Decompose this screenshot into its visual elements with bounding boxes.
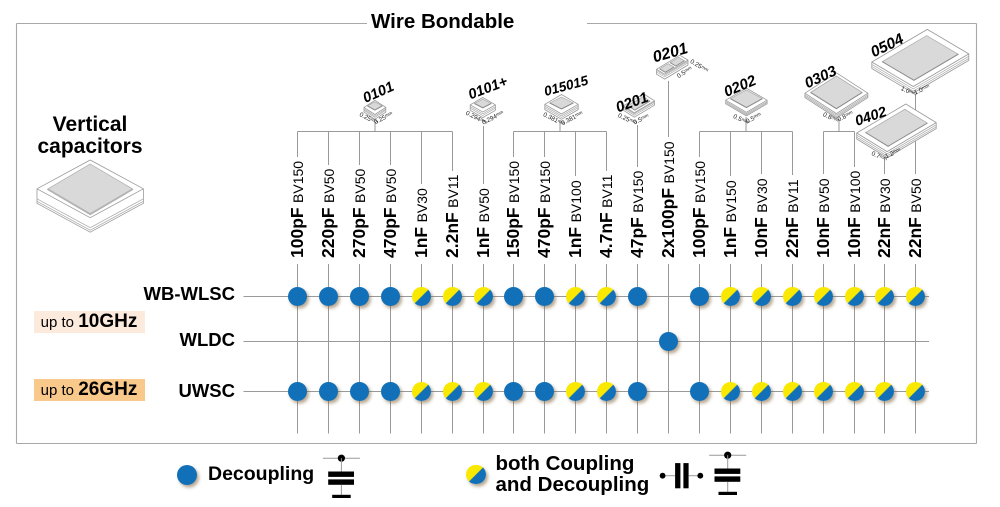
- svg-text:015015: 015015: [542, 73, 590, 99]
- svg-text:0.25mm: 0.25mm: [689, 58, 710, 75]
- svg-text:0101+: 0101+: [466, 74, 510, 104]
